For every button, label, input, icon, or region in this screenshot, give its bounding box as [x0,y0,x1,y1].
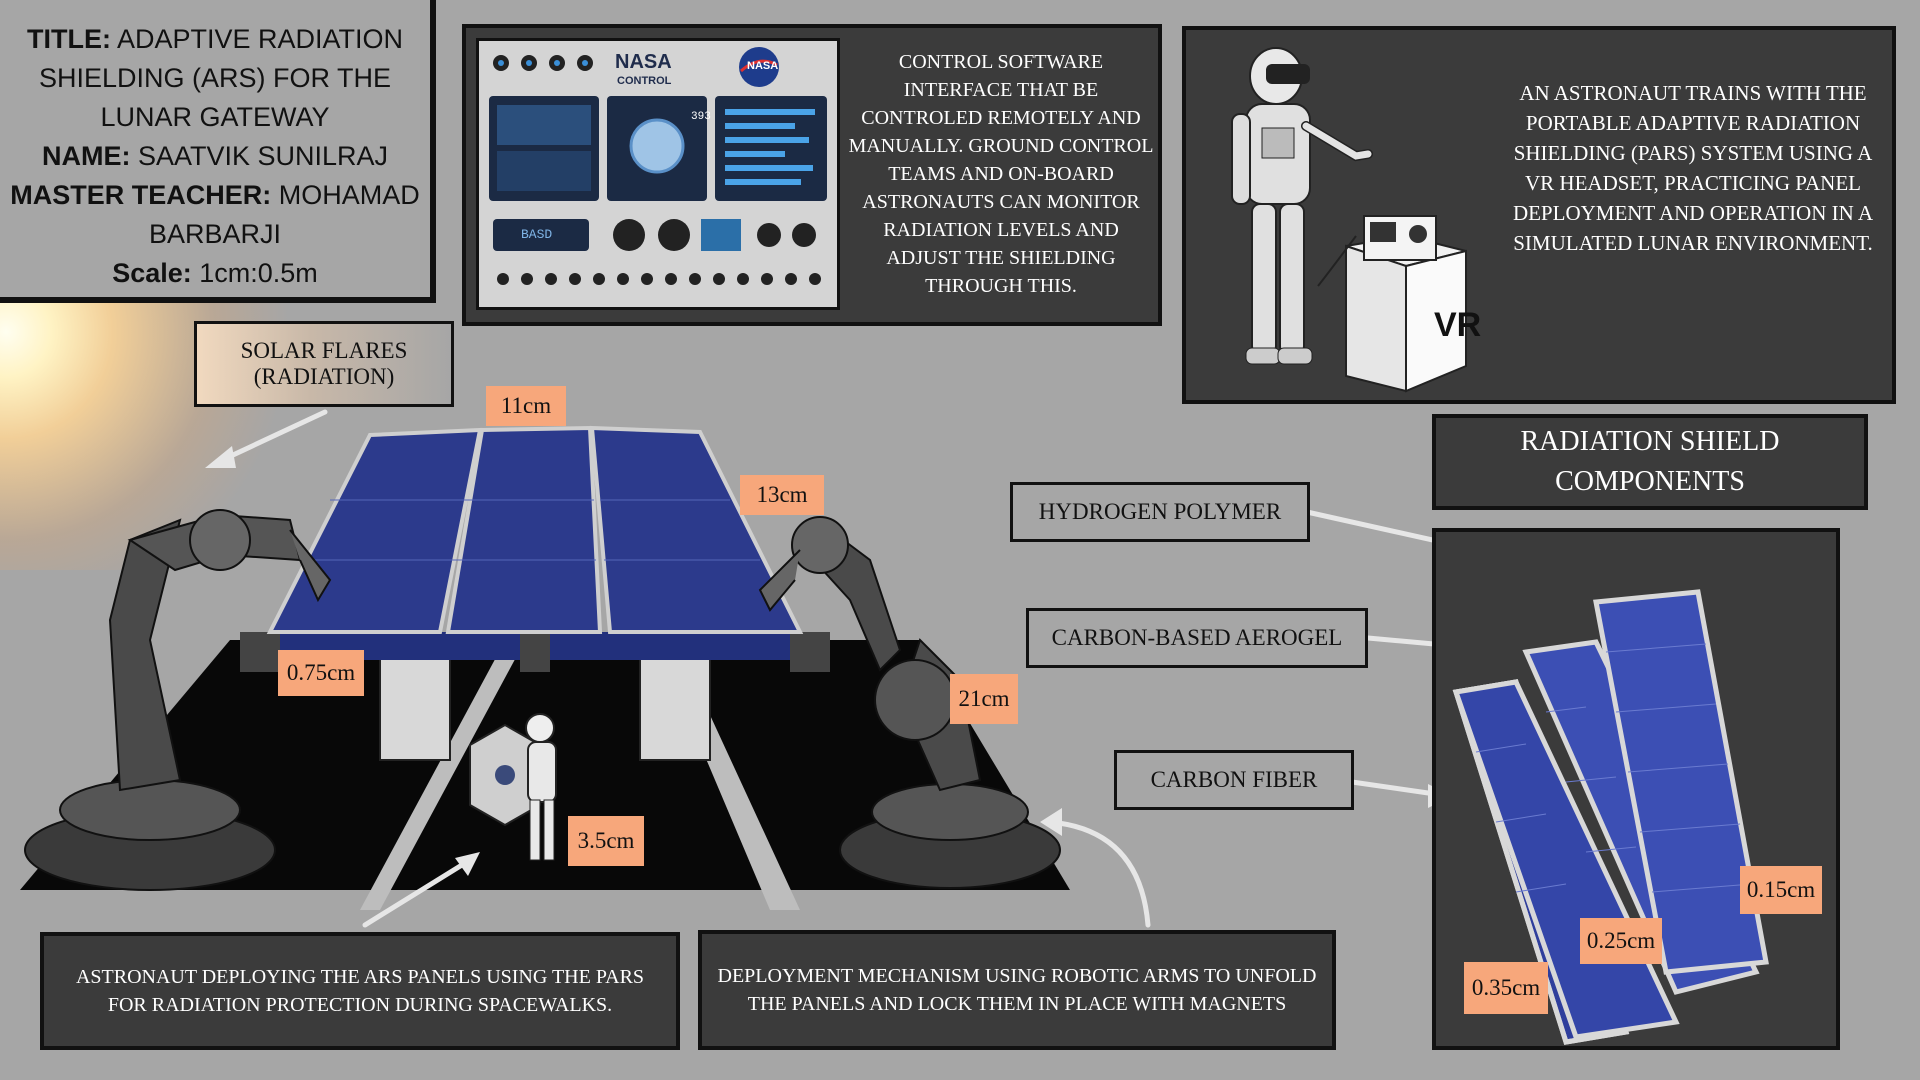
thick-015cm: 0.15cm [1740,866,1822,914]
dim-13cm: 13cm [740,475,824,515]
name-value: SAATVIK SUNILRAJ [137,141,389,171]
dim-21cm: 21cm [950,674,1018,724]
console-brand-text: NASA [615,51,672,73]
title-card: TITLE: ADAPTIVE RADIATION SHIELDING (ARS… [0,0,436,303]
console-readout-1: 393 [691,111,711,123]
teacher-value: MOHAMAD BARBARJI [148,180,420,249]
solar-flares-label: SOLAR FLARES (RADIATION) [194,321,454,407]
astronaut-caption: ASTRONAUT DEPLOYING THE ARS PANELS USING… [75,966,645,1016]
scale-value: 1cm:0.5m [199,258,318,288]
nasa-logo-text: NASA [747,60,779,72]
vr-astronaut-illustration [1231,47,1467,393]
vr-kiosk-label: VR [1434,306,1482,344]
name-label: NAME: [41,141,131,171]
dim-35cm: 3.5cm [568,816,644,866]
title-label: TITLE: [26,24,111,54]
hydrogen-polymer-label: HYDROGEN POLYMER [1010,482,1310,542]
shield-components-header: RADIATION SHIELD COMPONENTS [1432,414,1868,510]
scale-label: Scale: [112,258,192,288]
carbon-fiber-label: CARBON FIBER [1114,750,1354,810]
console-sub-text: CONTROL [617,75,672,87]
thick-025cm: 0.25cm [1580,918,1662,964]
vr-description: AN ASTRONAUT TRAINS WITH THE PORTABLE AD… [1512,81,1874,255]
astronaut-caption-box: ASTRONAUT DEPLOYING THE ARS PANELS USING… [40,932,680,1050]
carbon-aerogel-label: CARBON-BASED AEROGEL [1026,608,1368,668]
dim-075cm: 0.75cm [278,650,364,696]
control-description: CONTROL SOFTWARE INTERFACE THAT BE CONTR… [848,51,1154,297]
thick-035cm: 0.35cm [1464,962,1548,1014]
vr-panel-box: VR AN ASTRONAUT TRAINS WITH THE PORTABLE… [1182,26,1896,404]
console-readout-2: BASD [521,227,553,242]
mechanism-caption-box: DEPLOYMENT MECHANISM USING ROBOTIC ARMS … [698,930,1336,1050]
teacher-label: MASTER TEACHER: [10,180,272,210]
mechanism-caption: DEPLOYMENT MECHANISM USING ROBOTIC ARMS … [717,965,1317,1015]
control-console-image: NASA CONTROL NASA 393 BASD [476,38,840,310]
dim-11cm: 11cm [486,386,566,426]
shield-components-title: RADIATION SHIELD COMPONENTS [1520,426,1780,497]
title-value: ADAPTIVE RADIATION SHIELDING (ARS) FOR T… [38,24,404,132]
control-panel-box: NASA CONTROL NASA 393 BASD CONTROL SOFTW… [462,24,1162,326]
